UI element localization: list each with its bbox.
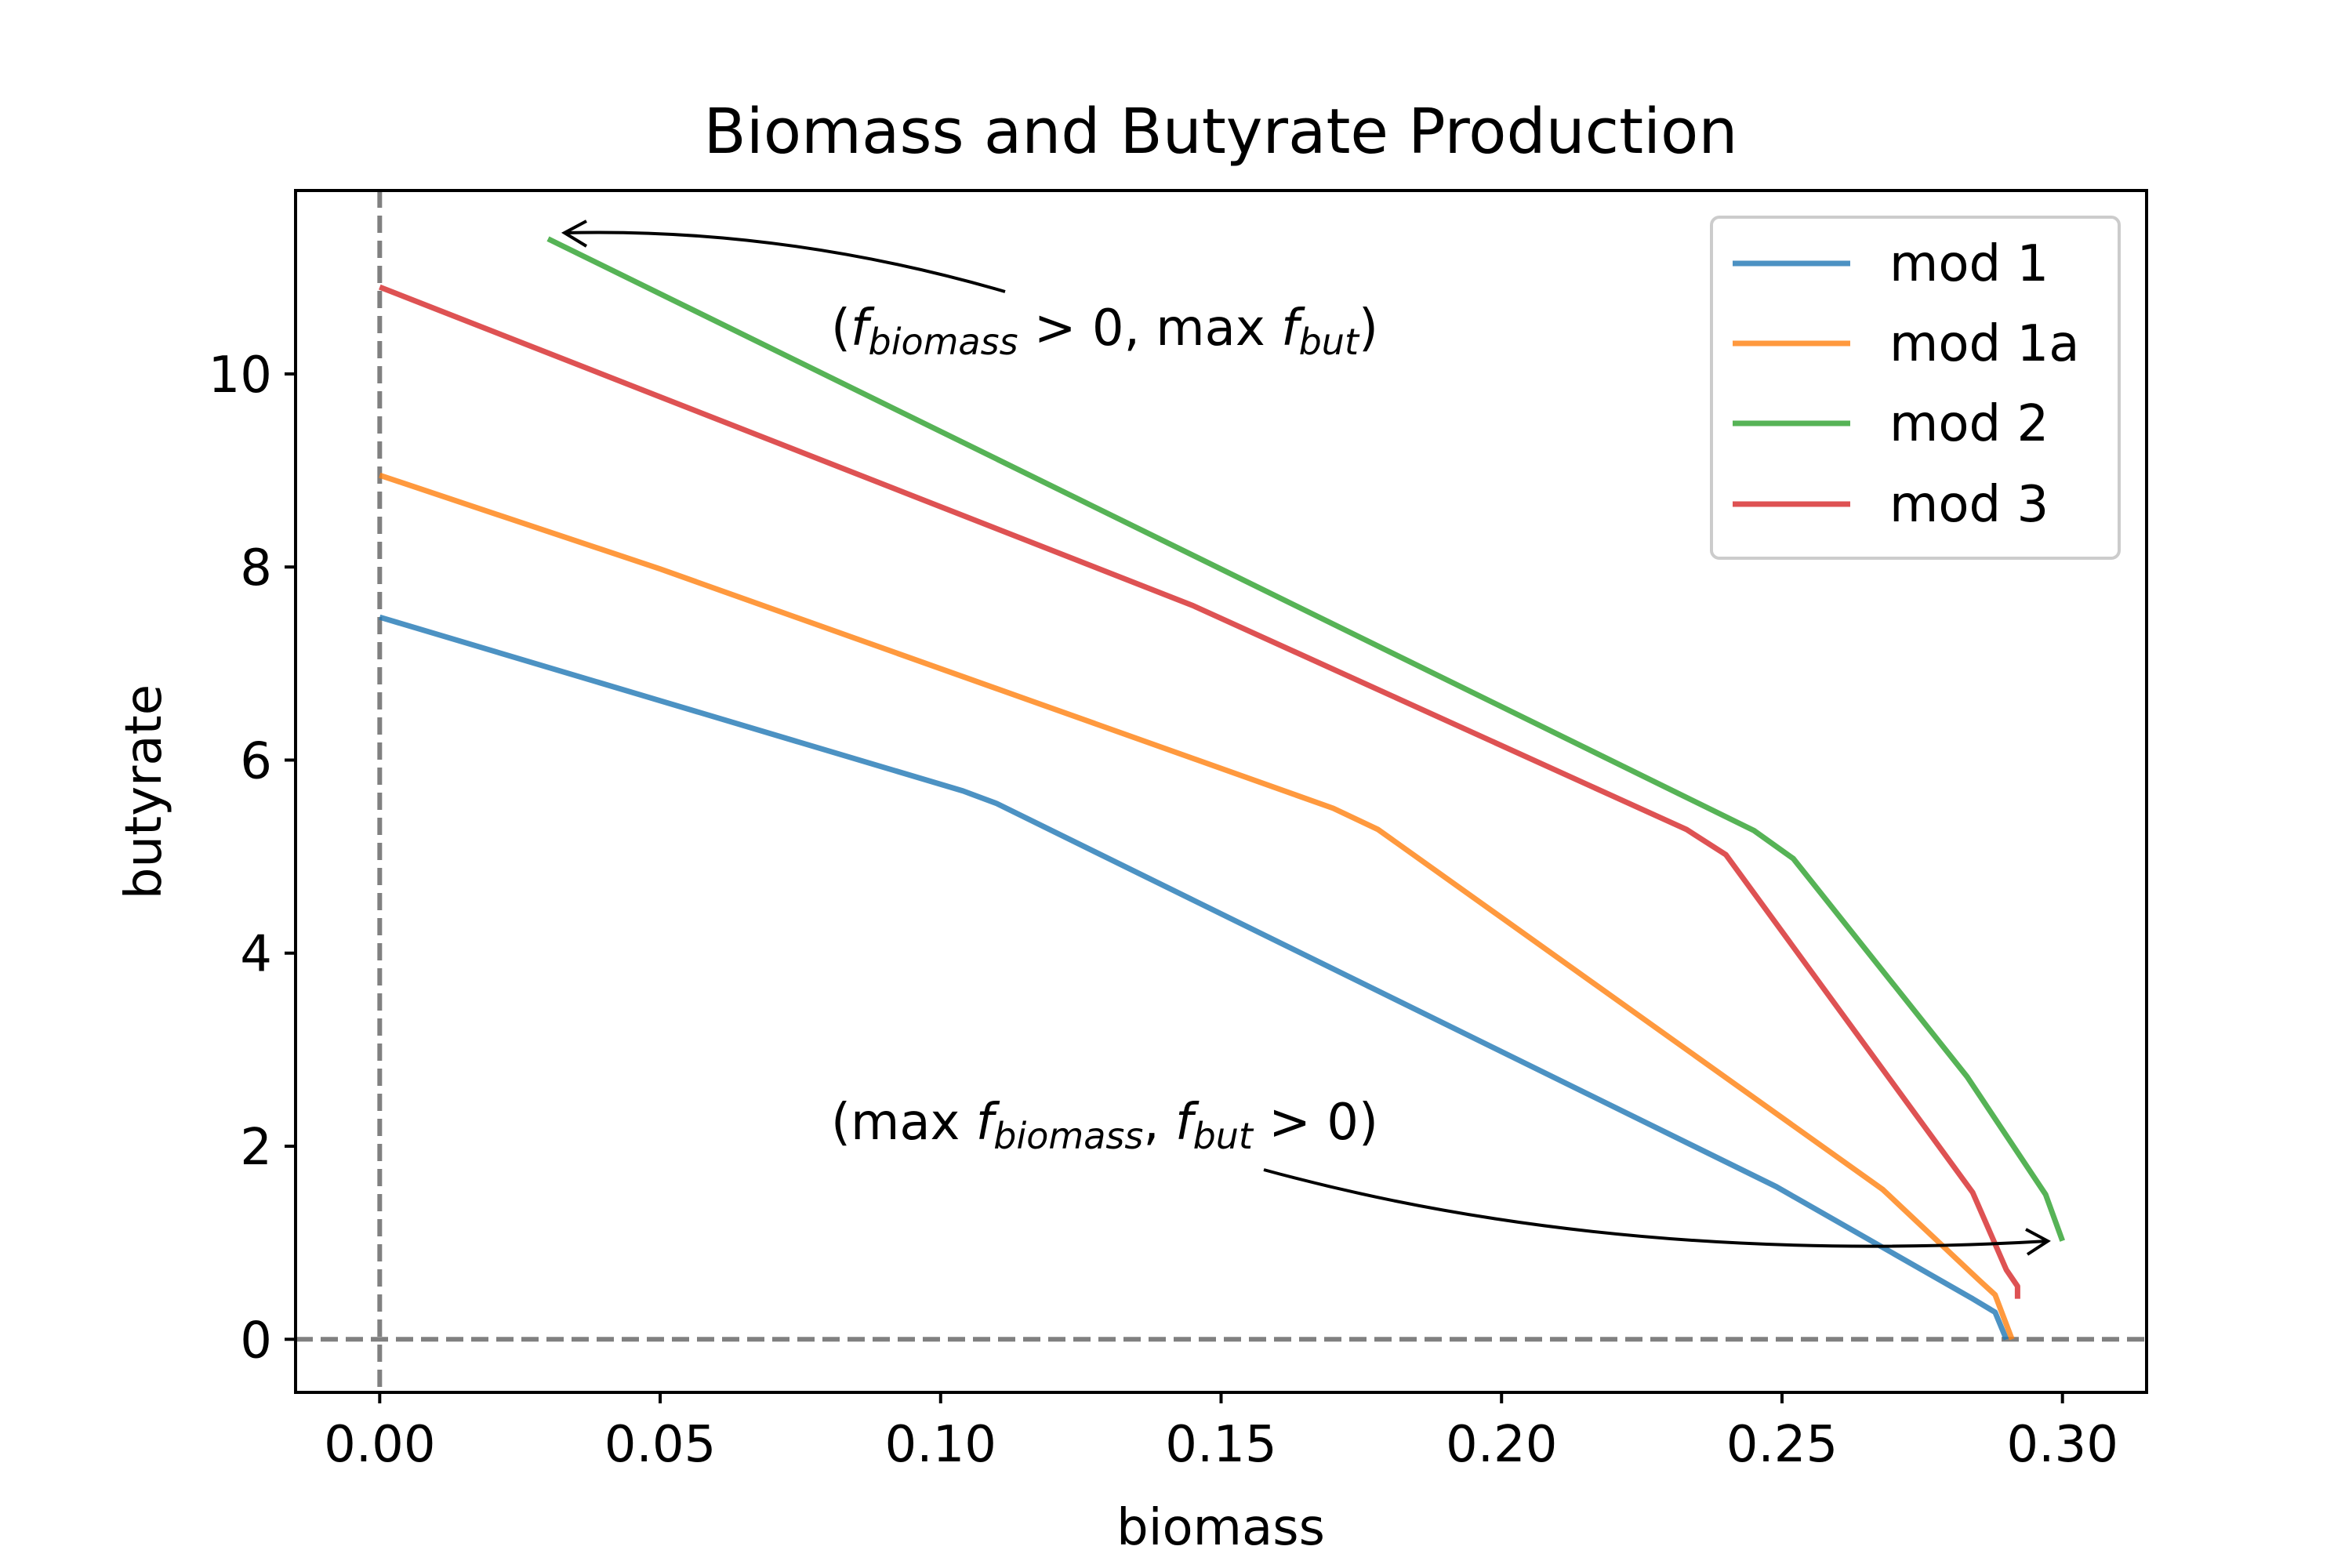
annotation-max-but: (fbiomass > 0, max fbut) <box>561 220 1378 363</box>
annotation-arrow-bottom <box>1263 1168 2049 1248</box>
svg-text:(max fbiomass, fbut > 0): (max fbiomass, fbut > 0) <box>831 1094 1378 1157</box>
legend: mod 1 mod 1a mod 2 mod 3 <box>1710 216 2121 560</box>
legend-item-mod-1: mod 1 <box>1733 235 2049 293</box>
legend-item-mod-2: mod 2 <box>1733 395 2049 453</box>
series-line-mod-1 <box>379 614 2009 1341</box>
annotation-arrowhead-top <box>561 220 588 248</box>
x-tick-label: 0.05 <box>604 1416 717 1474</box>
series-line-mod-1a <box>379 472 2015 1341</box>
reference-lines <box>296 191 2147 1392</box>
series-line-mod-2 <box>546 236 2065 1242</box>
y-axis-label: butyrate <box>115 684 173 899</box>
y-tick-label: 0 <box>240 1312 272 1370</box>
plot-frame <box>294 189 2148 1394</box>
series-layer <box>379 236 2065 1341</box>
y-tick-label: 8 <box>240 539 272 597</box>
annotation-arrow-top <box>564 230 1006 293</box>
x-tick-label: 0.10 <box>885 1416 997 1474</box>
x-tick-label: 0.20 <box>1446 1416 1558 1474</box>
annotation-arrowhead-bottom <box>2025 1228 2051 1256</box>
x-tick-label: 0.15 <box>1165 1416 1277 1474</box>
svg-text:(fbiomass > 0, max fbut): (fbiomass > 0, max fbut) <box>831 299 1378 363</box>
x-axis-label: biomass <box>1116 1499 1325 1557</box>
series-line-mod-3 <box>379 284 2020 1299</box>
y-tick-label: 4 <box>240 926 272 984</box>
x-tick-label: 0.00 <box>324 1416 436 1474</box>
legend-box <box>1710 216 2121 560</box>
legend-label-mod-1: mod 1 <box>1889 235 2049 293</box>
legend-item-mod-3: mod 3 <box>1733 476 2049 534</box>
legend-label-mod-1a: mod 1a <box>1889 315 2079 373</box>
x-tick-label: 0.25 <box>1726 1416 1838 1474</box>
legend-label-mod-2: mod 2 <box>1889 395 2049 453</box>
axis-ticks: 0.00 0.05 0.10 0.15 0.20 0.25 0.30 0 2 4 6 8 10 <box>209 347 2118 1474</box>
chart-title: Biomass and Butyrate Production <box>704 96 1738 168</box>
y-tick-label: 10 <box>209 347 272 405</box>
x-tick-label: 0.30 <box>2006 1416 2118 1474</box>
legend-item-mod-1a: mod 1a <box>1733 315 2079 373</box>
y-tick-label: 2 <box>240 1119 272 1177</box>
legend-label-mod-3: mod 3 <box>1889 476 2049 534</box>
y-tick-label: 6 <box>240 732 272 790</box>
annotation-max-biomass: (max fbiomass, fbut > 0) <box>831 1094 2051 1256</box>
